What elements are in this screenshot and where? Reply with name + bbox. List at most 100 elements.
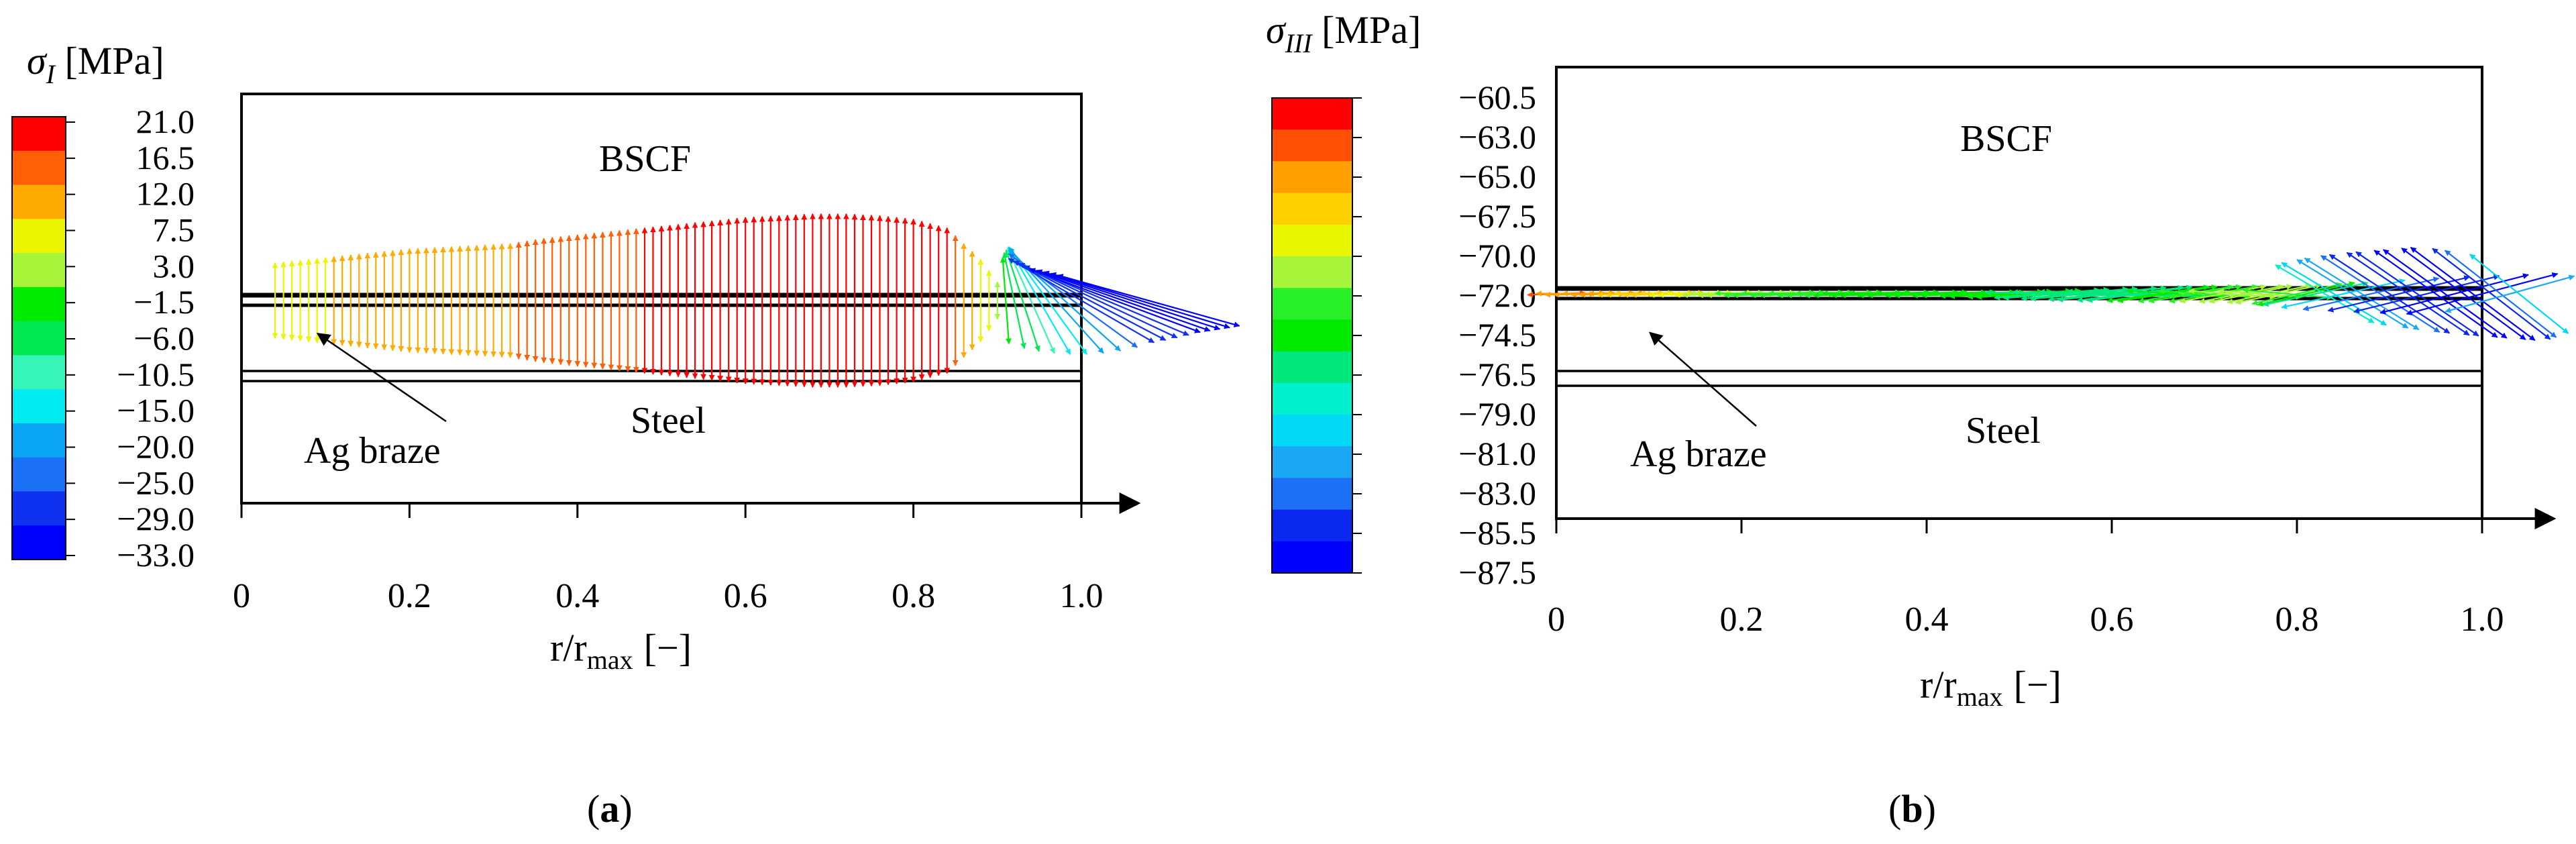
x-tick-label: 1.0 <box>1060 577 1104 615</box>
x-axis-label-unit: [−] <box>2014 663 2061 706</box>
colorbar-swatch <box>1272 129 1352 162</box>
colorbar-swatch <box>1272 193 1352 225</box>
panel-letter: a <box>600 787 619 831</box>
x-axis-label-sub: max <box>1957 682 2003 712</box>
stress-vectors-b <box>1527 246 2575 341</box>
colorbar-swatch <box>1272 256 1352 288</box>
colorbar-swatch <box>1272 319 1352 352</box>
colorbar-label: −72.0 <box>1458 276 1536 314</box>
x-axis-label-b: r/rmax [−] <box>1920 663 2061 712</box>
panel-label-b: (b) <box>1888 787 1936 831</box>
colorbar-label: −83.0 <box>1458 474 1536 512</box>
annotation-arrow-b <box>1648 331 1757 427</box>
x-axis-label-a: r/rmax [−] <box>550 626 692 675</box>
colorbar-label: −87.5 <box>1458 553 1536 591</box>
x-ticks-b: 0 0.2 0.4 0.6 0.8 1.0 <box>1548 519 2504 639</box>
x-axis-label-main: r/r <box>550 626 587 670</box>
colorbar-swatch <box>12 321 66 356</box>
x-axis-label-unit: [−] <box>644 626 692 670</box>
region-label-steel-a: Steel <box>631 400 706 441</box>
region-label-bscf-a: BSCF <box>599 138 691 180</box>
stress-vector <box>2469 254 2569 334</box>
colorbar-swatch <box>12 355 66 390</box>
colorbar-label: 7.5 <box>153 211 195 249</box>
panel-b: σIII [MPa] −60.5−63.0−65.0−67.5−70.0−72.… <box>1266 8 2575 831</box>
colorbar-swatch <box>12 389 66 424</box>
stress-vector <box>2432 248 2551 340</box>
x-tick-label: 0 <box>233 577 250 615</box>
legend-title-subscript: I <box>46 59 56 89</box>
colorbar-swatch <box>12 423 66 458</box>
stress-vector <box>1050 272 1230 329</box>
colorbar-swatch <box>12 525 66 560</box>
region-label-bscf-b: BSCF <box>1960 118 2052 160</box>
colorbar-swatch <box>12 457 66 492</box>
x-tick-label: 0.6 <box>2090 600 2134 639</box>
colorbar-swatch <box>12 219 66 254</box>
colorbar-swatch <box>1272 541 1352 574</box>
stress-vector <box>1043 270 1221 331</box>
colorbar-swatch <box>1272 224 1352 257</box>
colorbar-label: 12.0 <box>136 175 195 213</box>
legend-title-symbol: σ <box>27 39 48 83</box>
legend-title-unit: [MPa] <box>55 39 164 83</box>
colorbar-swatch <box>12 150 66 186</box>
colorbar-b: −60.5−63.0−65.0−67.5−70.0−72.0−74.5−76.5… <box>1271 78 1536 591</box>
colorbar-label: −67.5 <box>1458 197 1536 235</box>
x-tick-label: 0 <box>1548 600 1565 639</box>
colorbar-label: −25.0 <box>117 464 195 501</box>
colorbar-swatch <box>1272 288 1352 320</box>
colorbar-label: −63.0 <box>1458 118 1536 156</box>
colorbar-label: −33.0 <box>117 536 195 574</box>
colorbar-swatch <box>1272 161 1352 194</box>
colorbar-swatch <box>1272 382 1352 415</box>
stress-vector <box>2328 254 2451 334</box>
colorbar-label: 16.5 <box>136 139 195 176</box>
x-tick-label: 0.2 <box>1720 600 1764 639</box>
colorbar-a: 21.016.512.07.53.0−1.5−6.0−10.5−15.0−20.… <box>11 103 195 574</box>
panel-letter: b <box>1901 787 1923 831</box>
x-tick-label: 0.8 <box>892 577 935 615</box>
annotation-ag-braze-a: Ag braze <box>304 430 441 472</box>
colorbar-label: −29.0 <box>117 500 195 537</box>
colorbar-swatch <box>12 117 66 152</box>
region-label-steel-b: Steel <box>1966 410 2041 452</box>
x-tick-label: 0.6 <box>724 577 767 615</box>
colorbar-swatch <box>12 253 66 288</box>
colorbar-label: −81.0 <box>1458 435 1536 472</box>
colorbar-swatch <box>12 491 66 526</box>
annotation-ag-braze-b: Ag braze <box>1630 433 1767 475</box>
colorbar-label: −15.0 <box>117 392 195 429</box>
colorbar-label: 3.0 <box>153 247 195 284</box>
colorbar-label: −65.0 <box>1458 158 1536 195</box>
colorbar-label: −79.0 <box>1458 395 1536 433</box>
stress-vectors-a <box>272 213 1240 388</box>
x-tick-label: 0.4 <box>555 577 599 615</box>
colorbar-swatch <box>12 286 66 322</box>
stress-vector <box>2355 251 2479 337</box>
colorbar-label: −60.5 <box>1458 78 1536 116</box>
colorbar-swatch <box>1272 351 1352 384</box>
x-axis-label-main: r/r <box>1920 663 1957 706</box>
stress-vector <box>1057 274 1240 327</box>
annotation-arrow-a <box>316 332 447 423</box>
colorbar-label: 21.0 <box>136 103 195 140</box>
colorbar-label: −70.0 <box>1458 237 1536 274</box>
panel-label-a: (a) <box>587 787 633 831</box>
colorbar-swatch <box>1272 446 1352 478</box>
colorbar-swatch <box>1272 478 1352 511</box>
colorbar-label: −10.5 <box>117 356 195 393</box>
x-tick-label: 0.4 <box>1905 600 1949 639</box>
colorbar-label: −1.5 <box>133 283 195 321</box>
colorbar-label: −6.0 <box>133 319 195 357</box>
colorbar-label: −76.5 <box>1458 356 1536 393</box>
stress-vector <box>1002 252 1026 350</box>
x-tick-label: 0.2 <box>388 577 431 615</box>
legend-title-a: σI [MPa] <box>27 39 164 89</box>
colorbar-swatch <box>1272 98 1352 130</box>
colorbar-swatch <box>12 184 66 219</box>
panel-a: σI [MPa] 21.016.512.07.53.0−1.5−6.0−10.5… <box>11 39 1240 831</box>
legend-title-symbol: σ <box>1266 8 1287 52</box>
colorbar-label: −20.0 <box>117 428 195 466</box>
